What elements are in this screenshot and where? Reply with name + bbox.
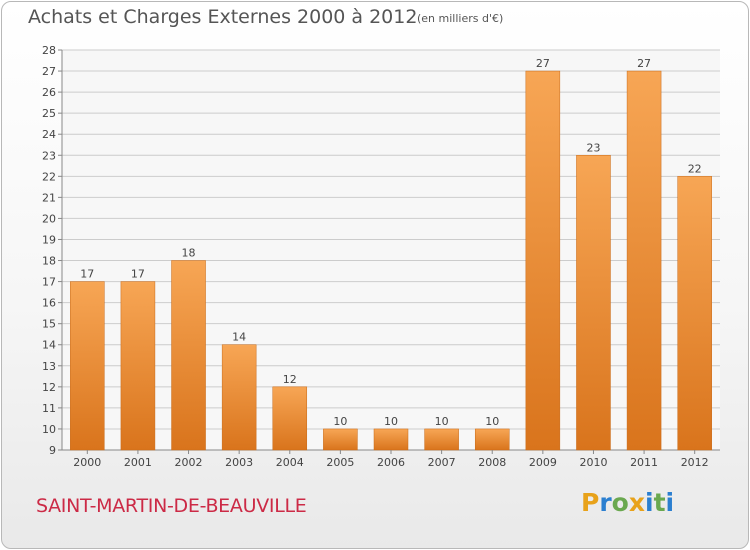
plot-area <box>62 50 720 450</box>
bar-2004 <box>272 386 308 451</box>
logo-letter: x <box>628 488 645 517</box>
x-tick-label: 2011 <box>630 456 658 469</box>
bar-2006 <box>373 428 409 451</box>
bar-2007 <box>424 428 459 451</box>
x-tick-label: 2002 <box>175 456 203 469</box>
y-tick-label: 18 <box>42 255 56 268</box>
y-tick-label: 16 <box>42 297 56 310</box>
bar-2002 <box>171 260 206 451</box>
logo-letter: i <box>645 488 654 517</box>
logo-letter: P <box>581 488 600 517</box>
y-tick-label: 28 <box>42 44 56 57</box>
chart-subtitle: (en milliers d'€) <box>417 12 504 25</box>
bar-value-label: 10 <box>435 415 449 428</box>
bar-value-label: 18 <box>182 247 196 260</box>
bar-2008 <box>474 428 510 451</box>
y-tick-label: 11 <box>42 402 56 415</box>
bar-2005 <box>323 428 358 451</box>
bar-value-label: 27 <box>536 57 550 70</box>
bar-value-label: 22 <box>688 162 702 175</box>
y-tick-label: 24 <box>42 128 56 141</box>
y-tick-label: 17 <box>42 276 56 289</box>
logo-letter: o <box>611 488 629 517</box>
bar-2000 <box>70 281 105 451</box>
x-tick-label: 2001 <box>124 456 152 469</box>
bar-value-label: 14 <box>232 331 246 344</box>
bar-value-label: 12 <box>283 373 297 386</box>
bar-value-label: 10 <box>384 415 398 428</box>
x-tick-label: 2009 <box>529 456 557 469</box>
y-tick-label: 13 <box>42 360 56 373</box>
logo-letter: r <box>599 488 612 517</box>
x-tick-label: 2010 <box>579 456 607 469</box>
x-tick-label: 2003 <box>225 456 253 469</box>
logo-letter: i <box>665 488 675 517</box>
bar-2009 <box>525 70 561 451</box>
bar-value-label: 23 <box>586 141 600 154</box>
bar-2010 <box>576 155 611 451</box>
y-tick-label: 25 <box>42 107 56 120</box>
bar-value-label: 17 <box>131 268 145 281</box>
y-tick-label: 26 <box>42 86 56 99</box>
proxiti-logo: Proxiti <box>581 488 674 517</box>
bar-2003 <box>221 344 257 451</box>
y-tick-label: 9 <box>49 444 56 457</box>
bar-2011 <box>626 70 662 451</box>
y-tick-label: 10 <box>42 423 56 436</box>
y-tick-label: 15 <box>42 318 56 331</box>
logo-letter: t <box>653 488 666 517</box>
x-tick-label: 2004 <box>276 456 304 469</box>
y-tick-label: 20 <box>42 212 56 225</box>
x-tick-label: 2008 <box>478 456 506 469</box>
y-tick-label: 19 <box>42 233 56 246</box>
x-tick-label: 2007 <box>428 456 456 469</box>
y-tick-label: 27 <box>42 65 56 78</box>
bar-value-label: 10 <box>485 415 499 428</box>
x-tick-label: 2000 <box>73 456 101 469</box>
chart-title: Achats et Charges Externes 2000 à 2012 <box>28 6 418 28</box>
x-tick-label: 2005 <box>326 456 354 469</box>
bar-value-label: 27 <box>637 57 651 70</box>
y-tick-label: 21 <box>42 191 56 204</box>
bar-value-label: 10 <box>333 415 347 428</box>
y-tick-label: 12 <box>42 381 56 394</box>
y-tick-label: 22 <box>42 170 56 183</box>
place-name: SAINT-MARTIN-DE-BEAUVILLE <box>36 495 307 517</box>
y-tick-label: 23 <box>42 149 56 162</box>
y-tick-label: 14 <box>42 339 56 352</box>
x-tick-label: 2012 <box>681 456 709 469</box>
x-tick-label: 2006 <box>377 456 405 469</box>
bar-2012 <box>677 176 712 451</box>
bar-2001 <box>120 281 156 451</box>
bar-value-label: 17 <box>80 268 94 281</box>
